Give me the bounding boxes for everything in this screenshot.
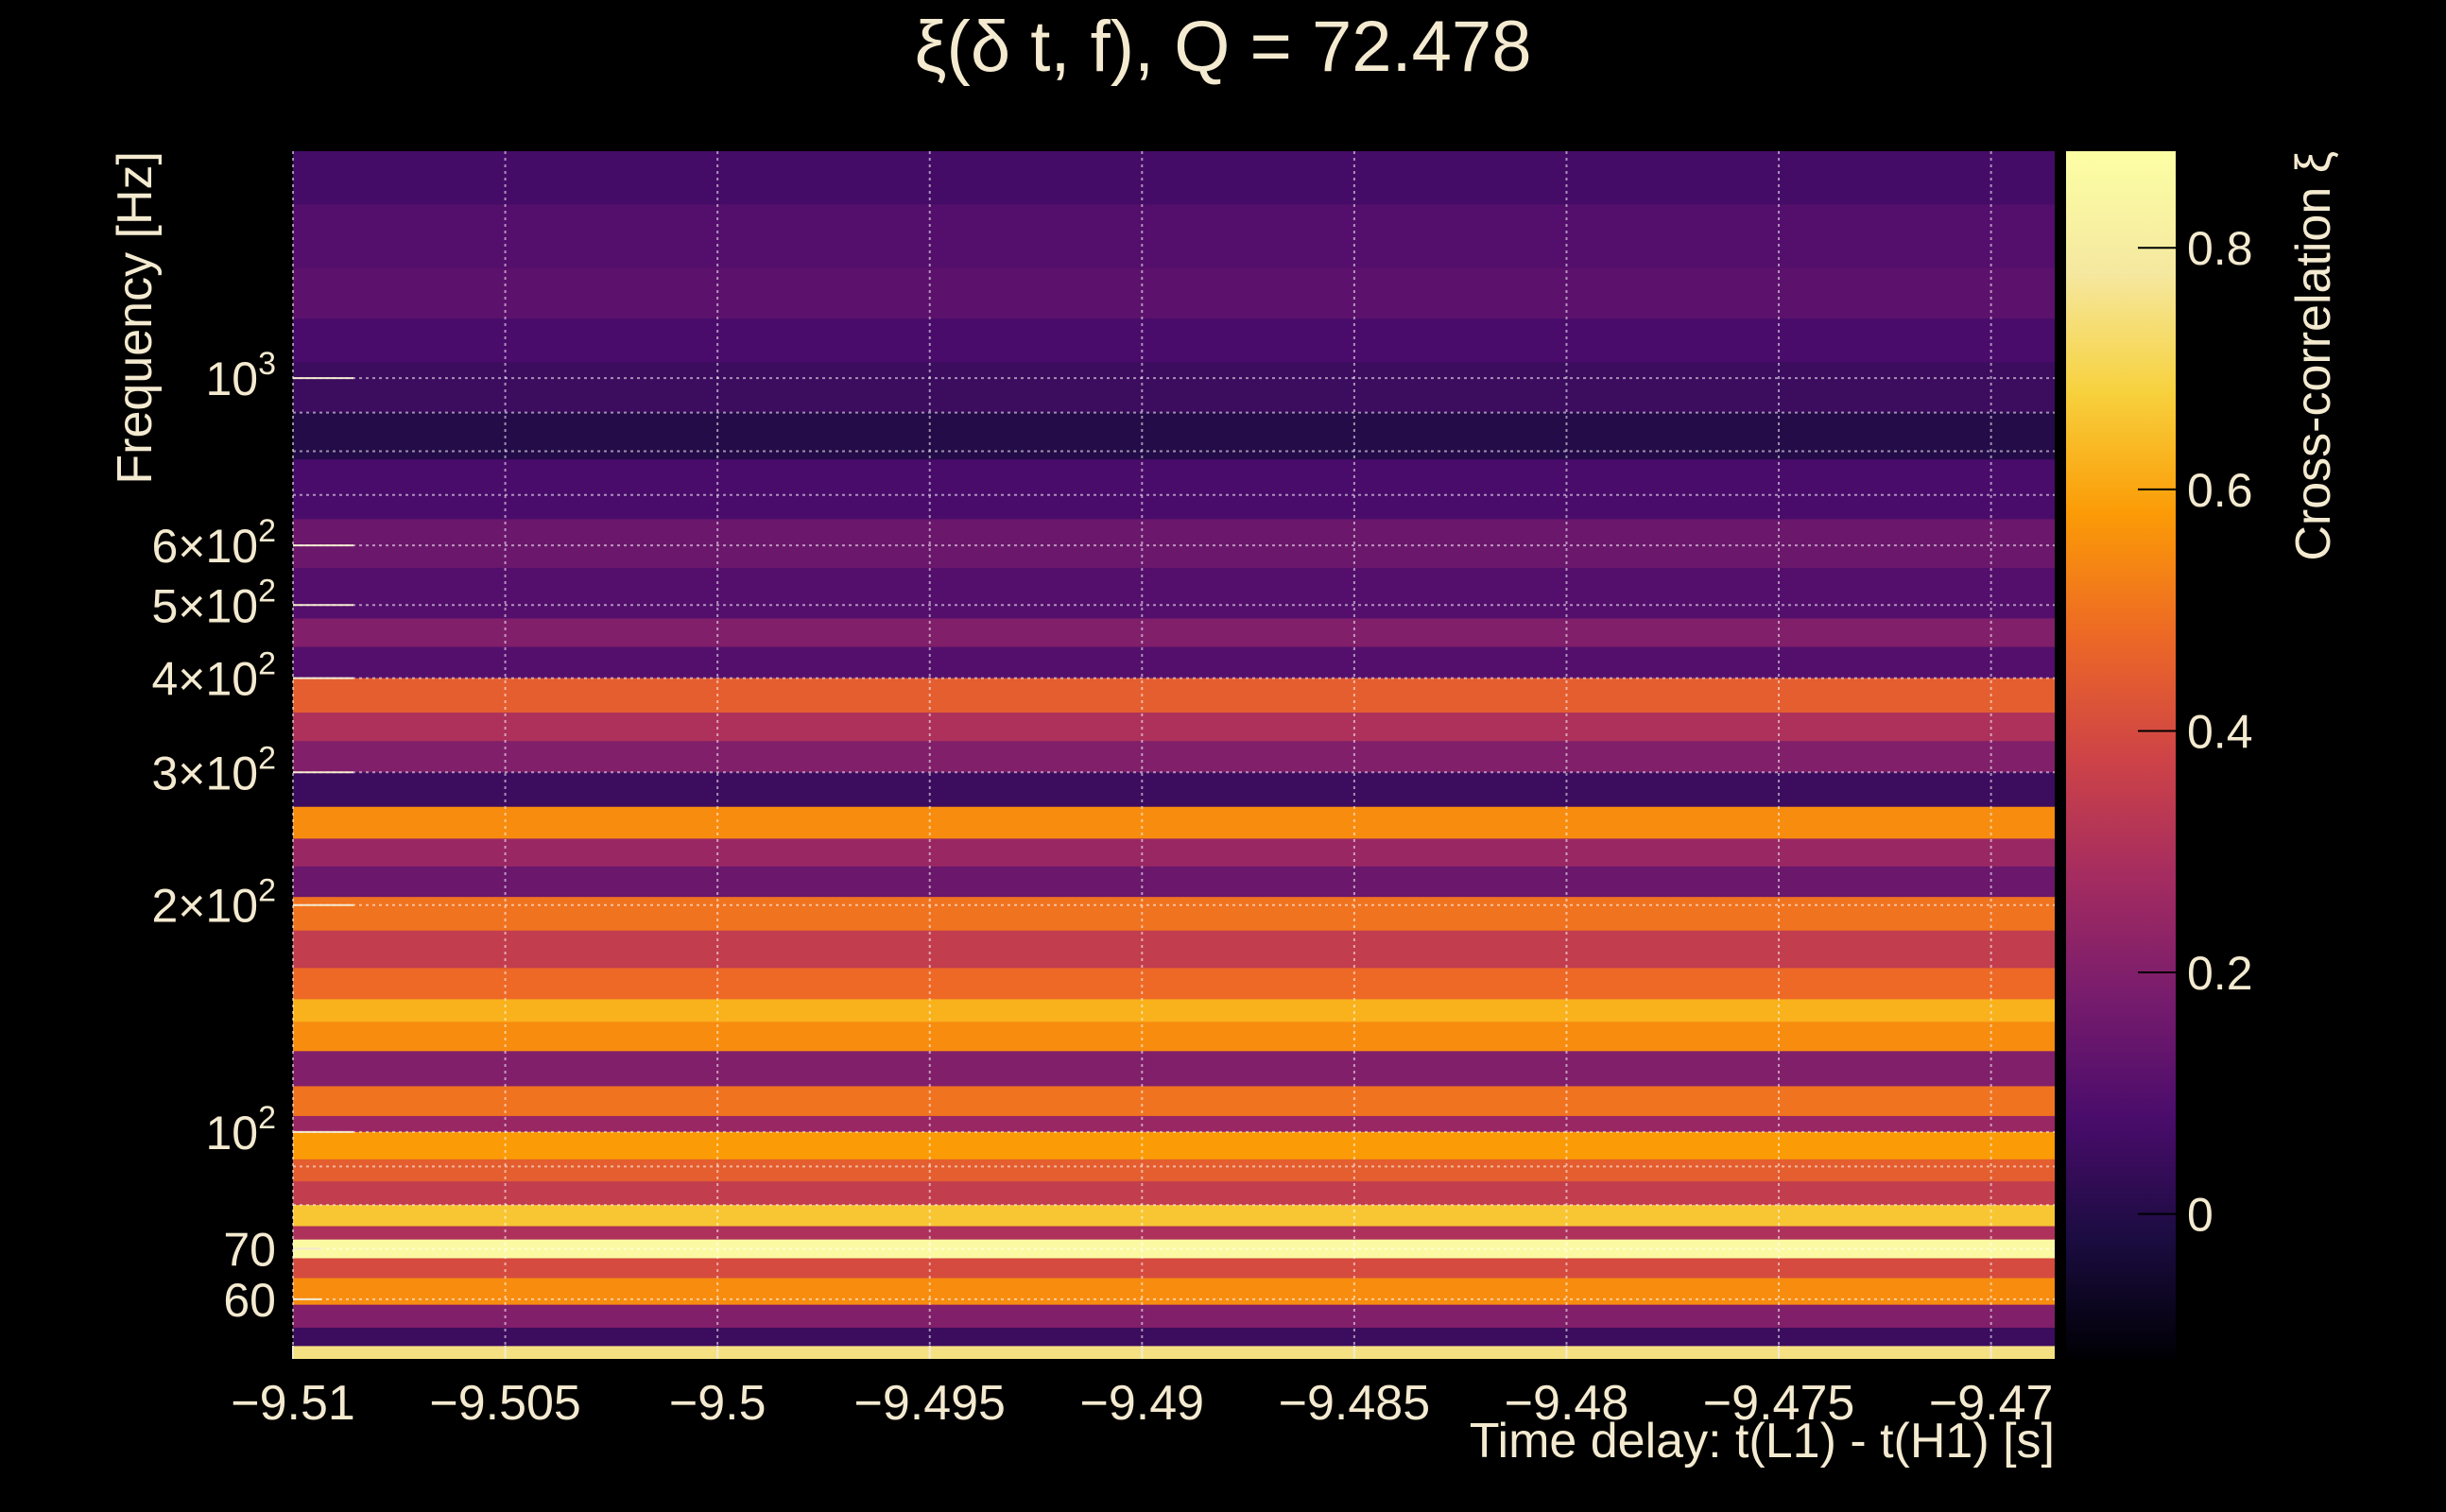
x-tick-label: −9.48 — [1505, 1376, 1629, 1431]
colorbar: 0 0.2 0.4 0.6 0.8 Cross-correlation ξ — [2066, 151, 2341, 1359]
y-tick-label: 6×102 — [151, 513, 276, 573]
heatmap-band — [293, 318, 2055, 363]
heatmap-band — [293, 267, 2055, 319]
heatmap-band — [293, 1327, 2055, 1348]
heatmap-band — [293, 1159, 2055, 1182]
heatmap-band — [293, 678, 2055, 713]
colorbar-tick-label: 0.4 — [2187, 705, 2253, 758]
x-gridlines — [292, 151, 1992, 1359]
heatmap-band — [293, 362, 2055, 414]
colorbar-tick-label: 0 — [2187, 1189, 2213, 1242]
heatmap-band — [293, 1181, 2055, 1206]
heatmap-band — [293, 519, 2055, 569]
chart-title: ξ(δ t, f), Q = 72.478 — [915, 7, 1532, 87]
x-tick-label: −9.47 — [1929, 1376, 2054, 1431]
heatmap-band — [293, 897, 2055, 932]
heatmap-band — [293, 1278, 2055, 1306]
y-tick-label: 3×102 — [151, 740, 276, 799]
x-axis-ticks: −9.51 −9.505 −9.5 −9.495 −9.49 −9.485 −9.48 −9.… — [231, 1346, 2053, 1431]
heatmap-band — [293, 1086, 2055, 1117]
heatmap-band — [293, 568, 2055, 620]
heatmap-band — [293, 618, 2055, 648]
heatmap-band — [293, 1051, 2055, 1088]
heatmap-band — [293, 1131, 2055, 1160]
x-tick-label: −9.51 — [231, 1376, 355, 1431]
y-tick-label: 103 — [205, 346, 276, 405]
y-tick-label: 60 — [223, 1274, 276, 1327]
x-axis-label: Time delay: t(L1) - t(H1) [s] — [1470, 1414, 2055, 1469]
y-tick-label: 2×102 — [151, 873, 276, 933]
heatmap-band — [293, 1304, 2055, 1329]
heatmap-band — [293, 646, 2055, 679]
x-tick-label: −9.495 — [853, 1376, 1006, 1431]
heatmap-band — [293, 999, 2055, 1022]
y-tick-label: 5×102 — [151, 573, 276, 632]
x-tick-label: −9.5 — [669, 1376, 767, 1431]
heatmap-band — [293, 866, 2055, 898]
colorbar-ticks: 0 0.2 0.4 0.6 0.8 — [2138, 222, 2253, 1242]
colorbar-tick-label: 0.8 — [2187, 222, 2253, 275]
heatmap-band — [293, 1115, 2055, 1133]
colorbar-gradient — [2066, 151, 2176, 1359]
y-tick-label: 102 — [205, 1100, 276, 1160]
heatmap-band — [293, 151, 2055, 205]
y-axis-label: Frequency [Hz] — [108, 151, 163, 485]
plot-area — [292, 151, 2055, 1359]
heatmap-band — [293, 1022, 2055, 1052]
x-tick-label: −9.475 — [1703, 1376, 1855, 1431]
heatmap-band — [293, 412, 2055, 460]
y-gridlines — [293, 377, 2055, 1300]
heatmap-band — [293, 930, 2055, 969]
x-tick-label: −9.485 — [1279, 1376, 1431, 1431]
heatmap-band — [293, 1258, 2055, 1280]
x-tick-label: −9.505 — [429, 1376, 581, 1431]
colorbar-tick-label: 0.2 — [2187, 947, 2253, 1000]
x-tick-label: −9.49 — [1080, 1376, 1205, 1431]
heatmap-band — [293, 713, 2055, 742]
colorbar-label: Cross-correlation ξ — [2286, 151, 2341, 561]
heatmap-band — [293, 204, 2055, 269]
heatmap-bands — [293, 151, 2055, 1359]
heatmap-band — [293, 838, 2055, 868]
colorbar-tick-label: 0.6 — [2187, 464, 2253, 517]
heatmap-band — [293, 772, 2055, 808]
heatmap-band — [293, 741, 2055, 773]
heatmap-band — [293, 806, 2055, 840]
heatmap-band — [293, 968, 2055, 1000]
y-tick-label: 4×102 — [151, 646, 276, 706]
heatmap-band — [293, 459, 2055, 520]
y-tick-label: 70 — [223, 1223, 276, 1276]
heatmap-band — [293, 1346, 2055, 1359]
heatmap-band — [293, 1226, 2055, 1241]
heatmap-band — [293, 1205, 2055, 1228]
